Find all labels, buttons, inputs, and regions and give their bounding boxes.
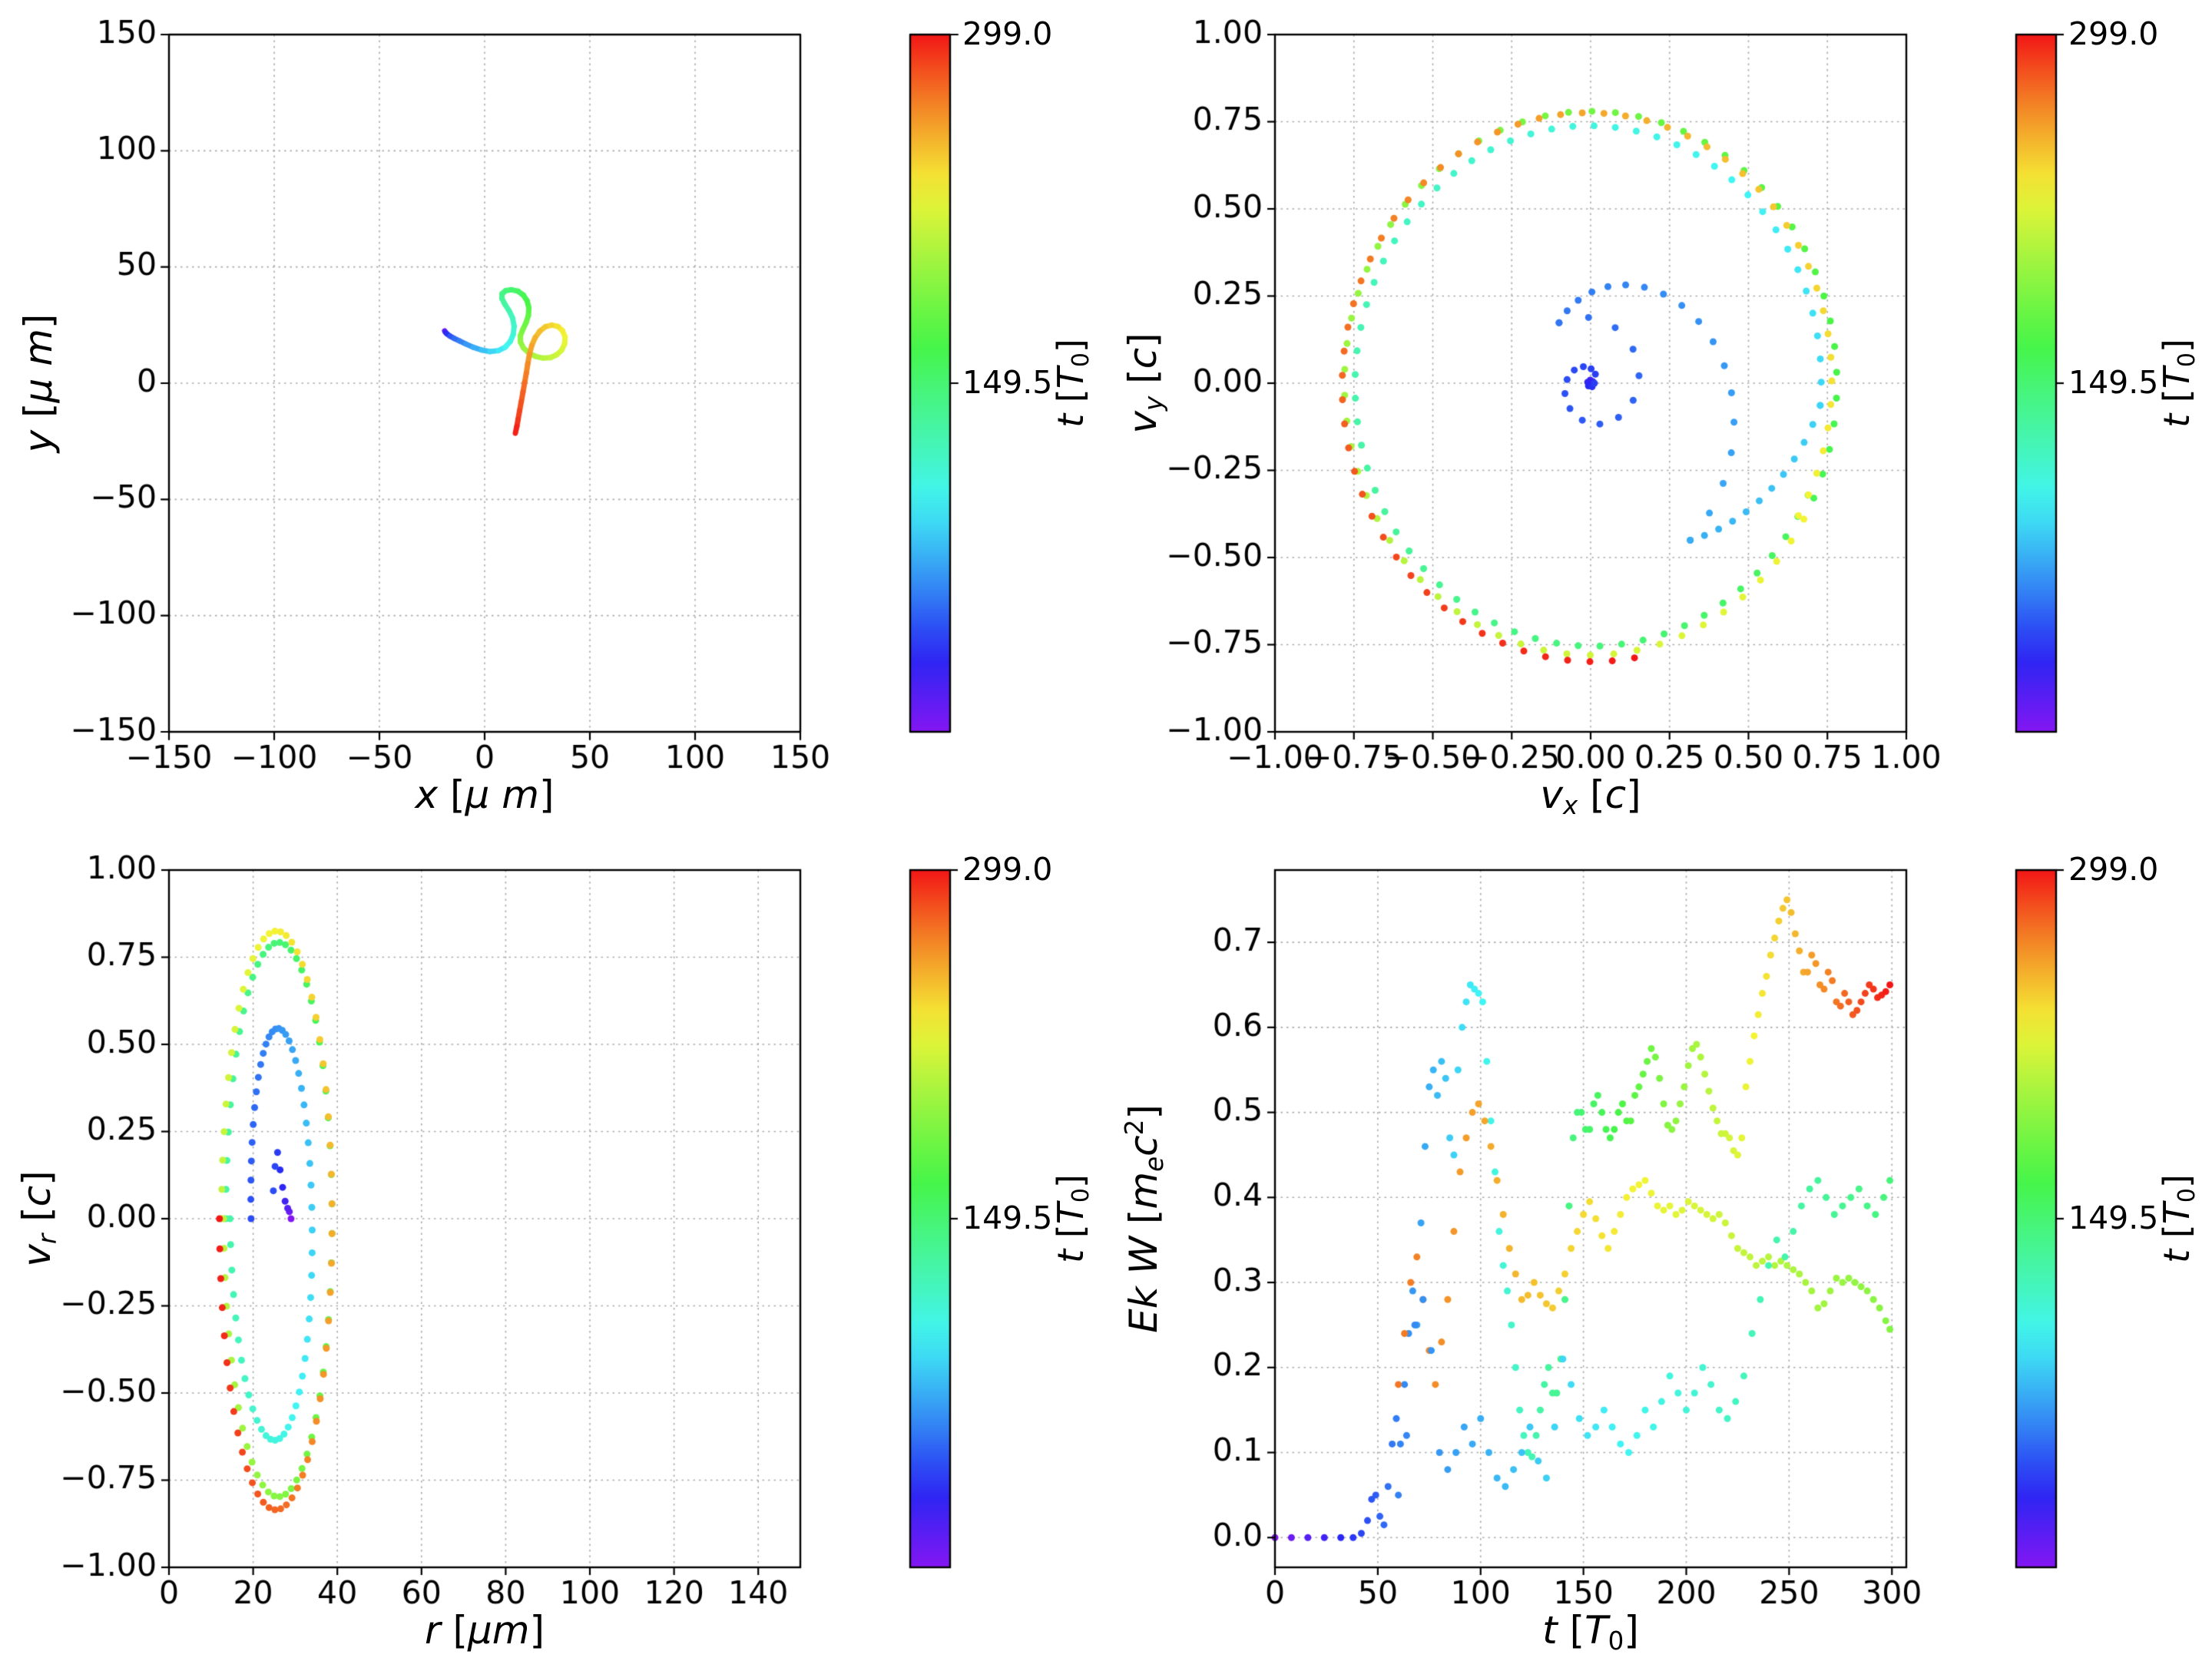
y-axis-label: Ek W [mec2] (1120, 1104, 1169, 1333)
panel-energy-vs-time: Ek W [mec2] t [T0] t [T0] 299.0 149.5 (1106, 836, 2212, 1671)
trajectory-xy-canvas (0, 0, 1106, 836)
colorbar-label: t [T0] (1049, 339, 1095, 428)
x-axis-label: vx [c] (1540, 773, 1641, 821)
colorbar-label: t [T0] (2155, 339, 2201, 428)
colorbar-label: t [T0] (2155, 1174, 2201, 1263)
energy-vs-time-canvas (1106, 836, 2212, 1671)
panel-r-vr-phase: vr [c] r [μm] t [T0] 299.0 149.5 (0, 836, 1106, 1671)
colorbar-tick-max: 299.0 (962, 15, 1053, 52)
x-axis-label: r [μm] (424, 1608, 545, 1653)
colorbar-tick-max: 299.0 (962, 851, 1053, 888)
x-axis-label: t [T0] (1542, 1608, 1639, 1656)
colorbar-tick-mid: 149.5 (962, 1199, 1053, 1236)
panel-trajectory-xy: y [μ m] x [μ m] t [T0] 299.0 149.5 (0, 0, 1106, 836)
colorbar-tick-mid: 149.5 (962, 364, 1053, 401)
colorbar-label: t [T0] (1049, 1174, 1095, 1263)
colorbar-tick-mid: 149.5 (2068, 1199, 2159, 1236)
r-vr-phase-canvas (0, 836, 1106, 1671)
y-axis-label: vr [c] (14, 1170, 63, 1267)
colorbar-tick-mid: 149.5 (2068, 364, 2159, 401)
colorbar-tick-max: 299.0 (2068, 851, 2159, 888)
panel-vxvy-phase: vy [c] vx [c] t [T0] 299.0 149.5 (1106, 0, 2212, 836)
x-axis-label: x [μ m] (415, 773, 555, 817)
y-axis-label: vy [c] (1120, 333, 1169, 434)
vxvy-phase-canvas (1106, 0, 2212, 836)
y-axis-label: y [μ m] (16, 313, 61, 453)
colorbar-tick-max: 299.0 (2068, 15, 2159, 52)
